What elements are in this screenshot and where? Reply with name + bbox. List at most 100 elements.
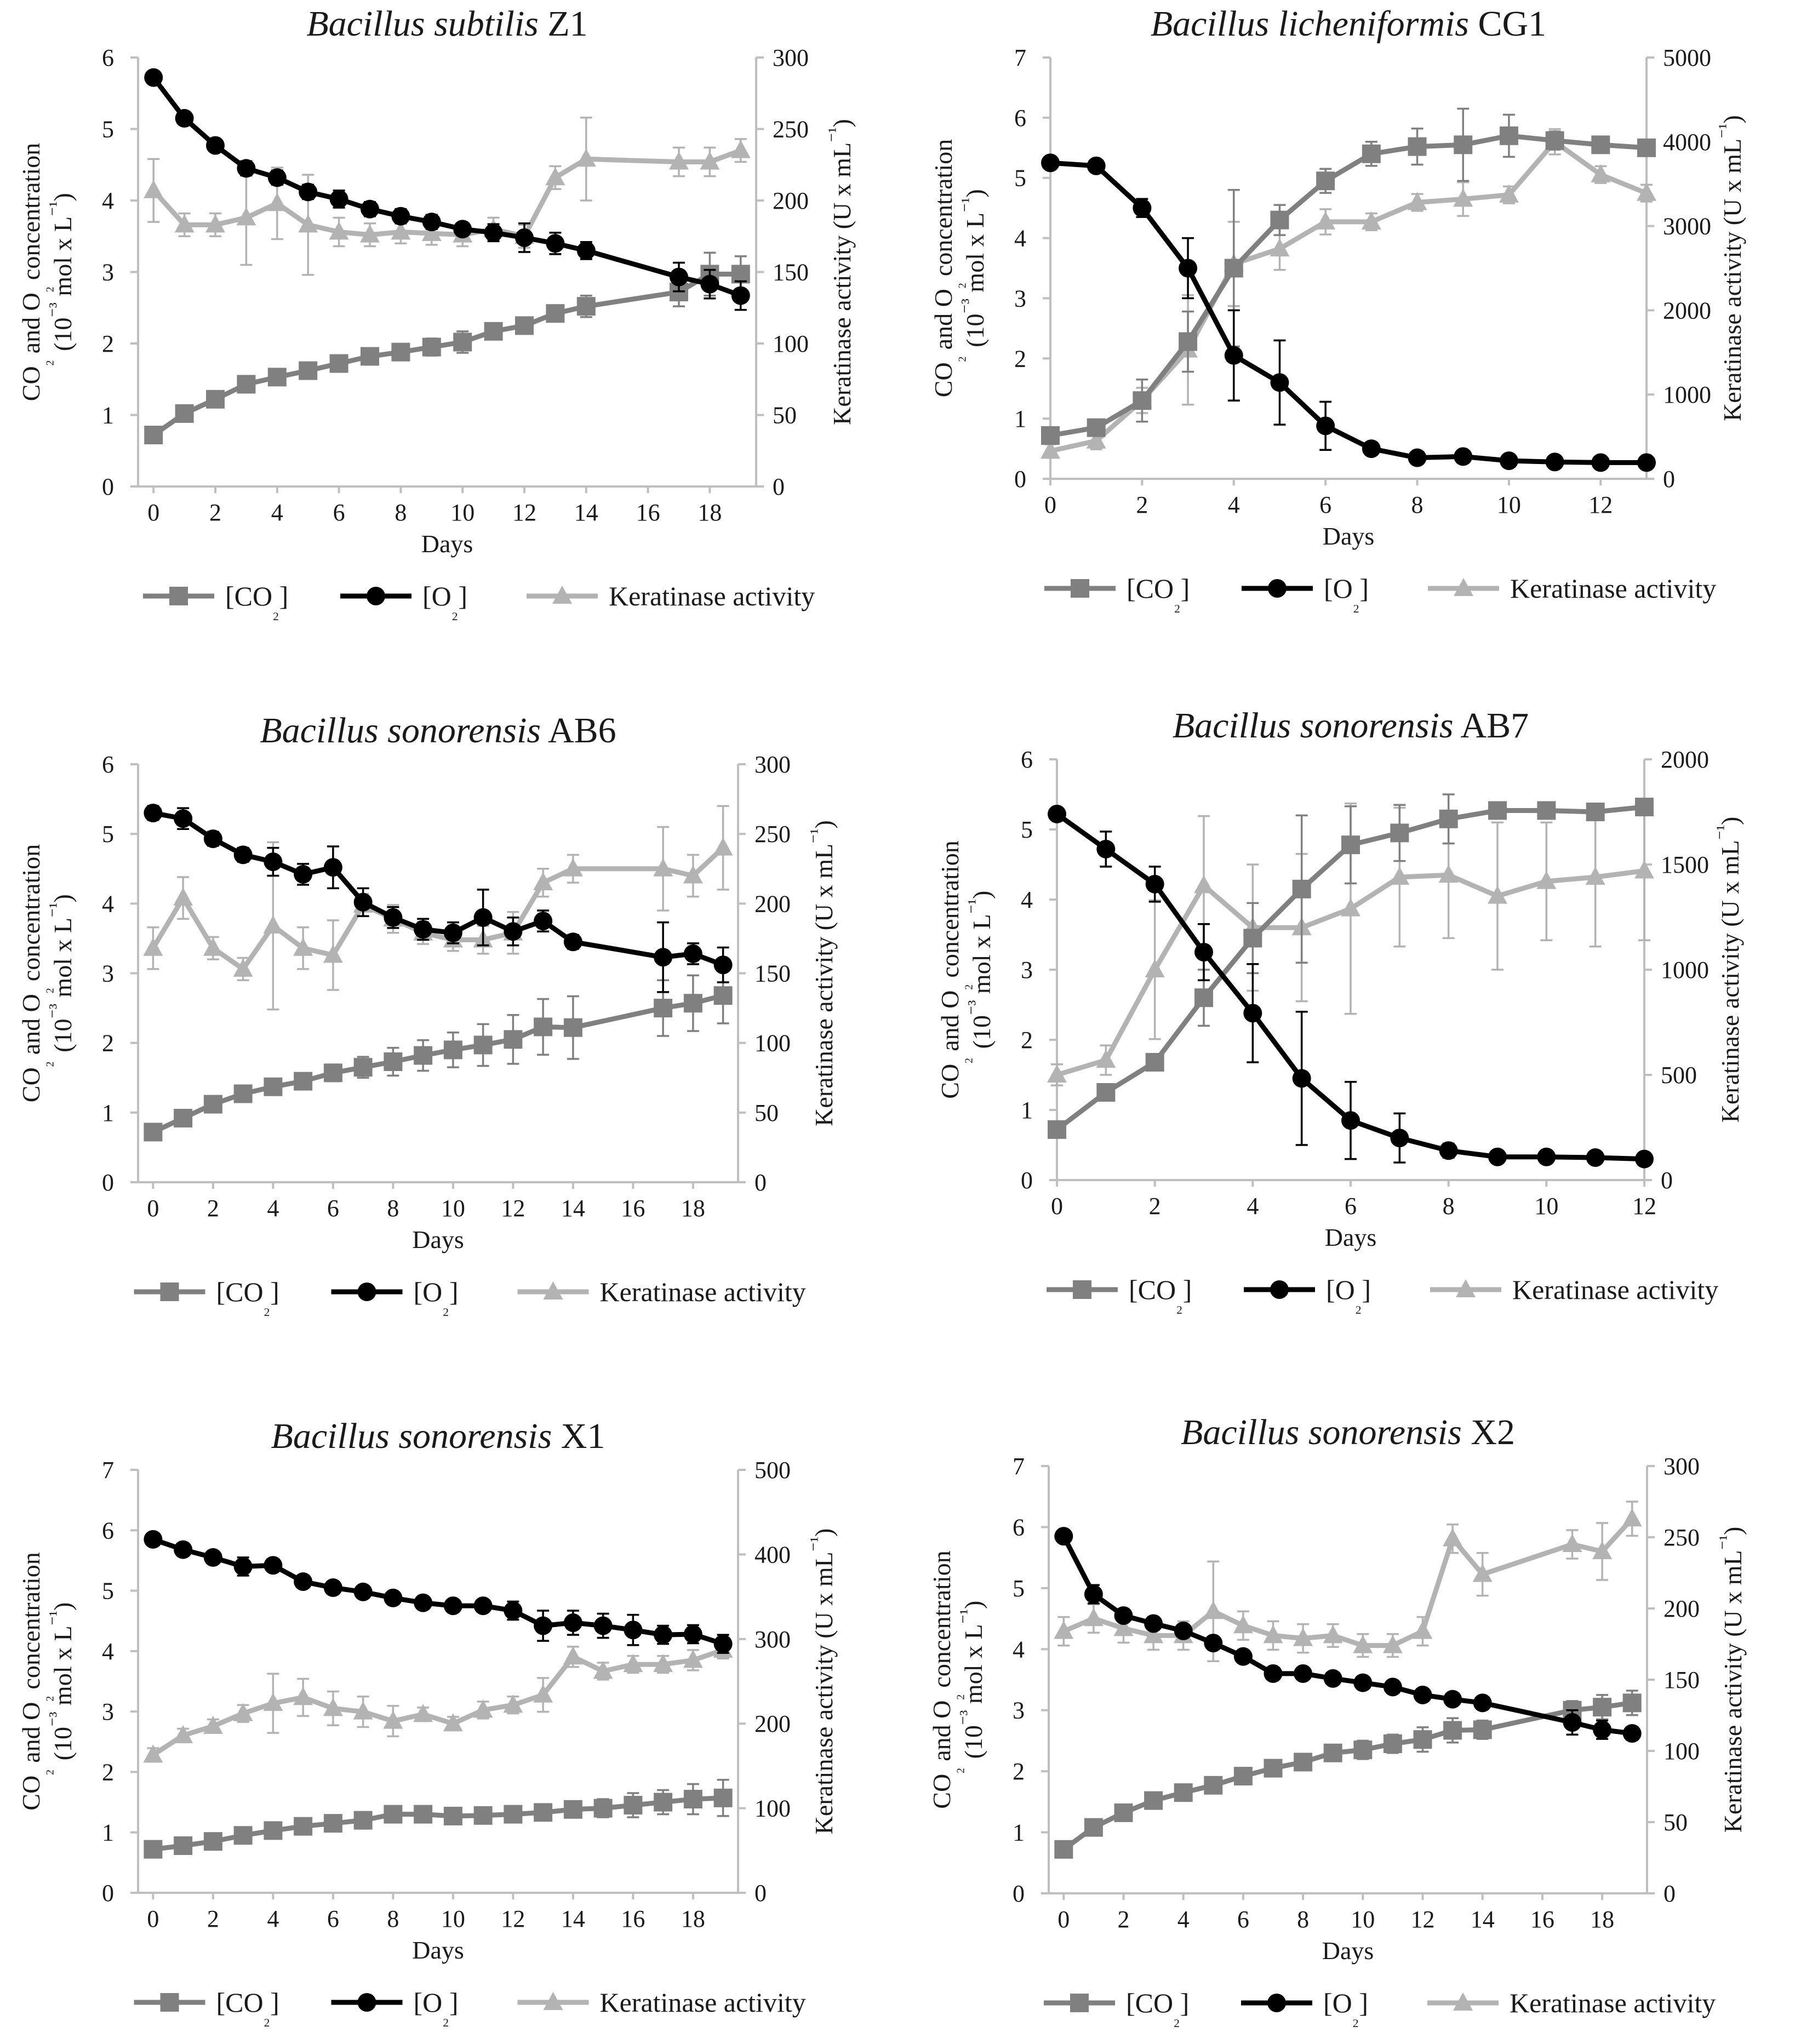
legend-item-2: [O₂]	[331, 1276, 459, 1316]
y2-tick-label: 150	[1663, 1667, 1700, 1693]
data-point	[503, 1694, 523, 1713]
data-point	[1635, 1149, 1654, 1169]
x-tick-label: 18	[1590, 1906, 1614, 1933]
data-point	[1270, 373, 1289, 392]
data-point	[713, 837, 733, 856]
x-axis-label: Days	[412, 1226, 464, 1253]
legend-label: [CO₂]	[225, 581, 288, 621]
data-point	[1353, 1673, 1373, 1692]
data-point	[264, 852, 283, 872]
data-point	[203, 937, 223, 956]
data-point	[1591, 453, 1610, 472]
data-point	[293, 1687, 313, 1705]
y-axis-label-line2: (10⁻³ mol x L⁻¹)	[45, 193, 77, 351]
data-point	[713, 955, 733, 975]
data-point	[1083, 1608, 1104, 1627]
y2-axis-label: Keratinase activity (U x mL⁻¹)	[1716, 1527, 1747, 1833]
y2-tick-label: 200	[1663, 1595, 1700, 1622]
y2-axis-label: Keratinase activity (U x mL⁻¹)	[1713, 817, 1745, 1123]
y-tick-label: 4	[102, 1638, 114, 1665]
chart-title: Bacillus sonorensis AB7	[1173, 706, 1529, 746]
data-point	[1499, 451, 1518, 471]
x-tick-label: 2	[207, 1195, 219, 1222]
data-point	[1637, 453, 1656, 472]
y2-tick-label: 1000	[1663, 381, 1711, 408]
data-point	[669, 151, 689, 170]
legend-marker	[357, 1282, 376, 1301]
data-point	[1499, 126, 1518, 145]
data-point	[576, 148, 596, 167]
data-point	[1323, 1743, 1342, 1762]
data-point	[1204, 1776, 1223, 1795]
y-tick-label: 0	[102, 1880, 114, 1906]
y2-tick-label: 100	[754, 1030, 791, 1057]
x-tick-label: 10	[1351, 1906, 1375, 1933]
data-point	[1413, 1685, 1432, 1704]
y2-axis-label: Keratinase activity (U x mL⁻¹)	[825, 119, 856, 425]
x-tick-label: 10	[1497, 491, 1521, 518]
chart-title: Bacillus subtilis Z1	[306, 4, 587, 44]
x-tick-label: 12	[512, 499, 536, 526]
legend-label: [O₂]	[414, 1276, 459, 1316]
y-tick-label: 0	[1013, 1880, 1025, 1907]
data-point	[233, 1084, 253, 1103]
y-tick-label: 1	[102, 402, 114, 429]
data-point	[534, 1017, 553, 1037]
data-point	[1413, 1730, 1432, 1749]
data-point	[174, 809, 193, 828]
data-point	[1292, 1069, 1311, 1088]
x-tick-label: 4	[267, 1195, 279, 1222]
y-tick-label: 7	[102, 1457, 114, 1484]
x-tick-label: 16	[636, 499, 660, 526]
data-point	[391, 342, 410, 362]
data-point	[1622, 1693, 1642, 1713]
y-axis-label-line1: CO₂ and O₂ concentration	[928, 1550, 965, 1808]
x-tick-label: 8	[1297, 1906, 1309, 1933]
chart-panel-5: Bacillus sonorensis X1012345670100200300…	[17, 1416, 838, 2027]
data-point	[443, 1596, 462, 1616]
y2-tick-label: 200	[754, 1710, 791, 1737]
data-point	[1408, 137, 1427, 156]
data-point	[1087, 418, 1106, 437]
data-point	[1048, 804, 1066, 823]
data-point	[1592, 1541, 1613, 1559]
data-point	[263, 915, 283, 934]
data-point	[206, 136, 225, 155]
legend-label: [CO₂]	[1129, 1274, 1192, 1314]
chart-title: Bacillus licheniformis CG1	[1151, 4, 1546, 44]
x-tick-label: 16	[621, 1195, 645, 1222]
data-point	[329, 354, 348, 373]
legend-item-3: Keratinase activity	[1430, 1274, 1718, 1305]
data-point	[267, 368, 287, 387]
series-line	[152, 271, 741, 437]
data-point	[384, 1588, 403, 1607]
data-point	[384, 1805, 403, 1824]
data-point	[1096, 839, 1116, 858]
data-point	[443, 1040, 462, 1060]
y2-tick-label: 250	[754, 821, 791, 848]
x-tick-label: 0	[1044, 491, 1056, 518]
legend-label: Keratinase activity	[1510, 1988, 1716, 2018]
data-point	[144, 68, 163, 87]
data-point	[1545, 453, 1564, 472]
data-point	[237, 159, 256, 178]
data-point	[1264, 1759, 1283, 1778]
data-point	[576, 241, 596, 260]
data-point	[203, 1548, 222, 1567]
y-tick-label: 0	[102, 473, 114, 500]
x-tick-label: 4	[1177, 1906, 1190, 1933]
data-point	[1341, 898, 1360, 917]
legend-item-3: Keratinase activity	[1428, 573, 1716, 604]
data-point	[653, 1654, 673, 1673]
x-tick-label: 4	[267, 1905, 279, 1932]
y2-tick-label: 150	[773, 259, 809, 286]
y-tick-label: 2	[102, 1759, 114, 1785]
y-tick-label: 4	[102, 890, 114, 917]
data-point	[414, 1046, 433, 1065]
data-point	[144, 426, 163, 445]
data-point	[299, 361, 318, 380]
data-point	[353, 1811, 373, 1830]
data-point	[1622, 1724, 1642, 1743]
y2-tick-label: 3000	[1663, 213, 1711, 240]
legend-item-3: Keratinase activity	[1427, 1988, 1716, 2018]
